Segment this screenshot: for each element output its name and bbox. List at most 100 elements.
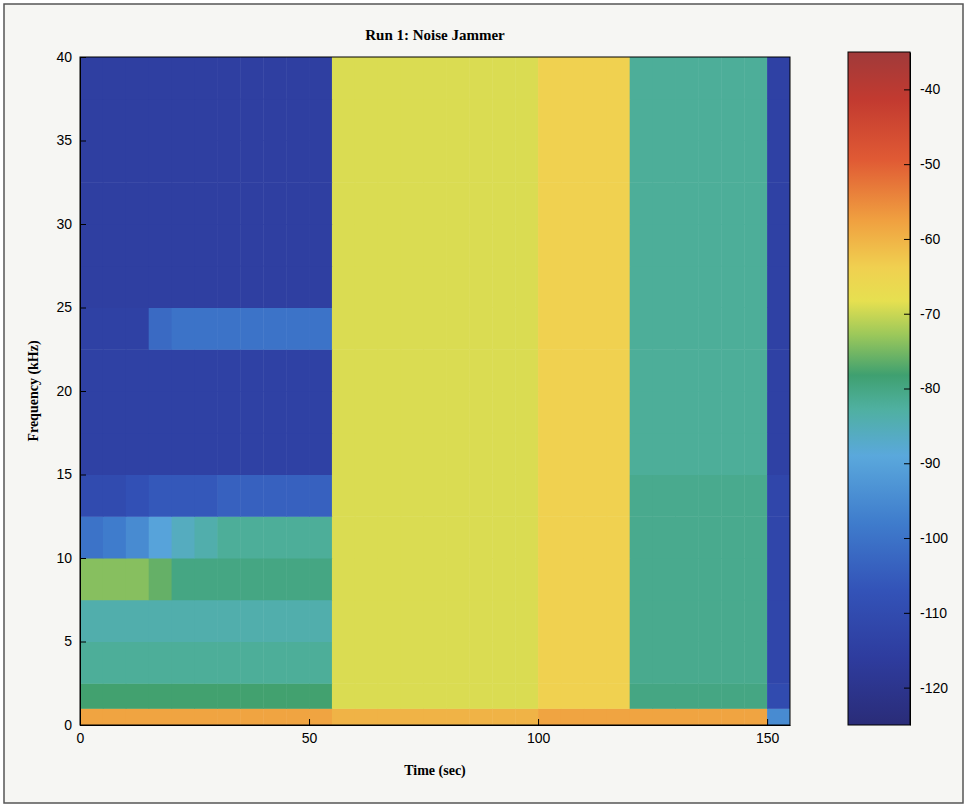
colorbar-tick: -80 xyxy=(904,380,940,396)
heatmap-cell xyxy=(767,708,790,725)
heatmap-cell xyxy=(515,642,538,684)
heatmap-cell xyxy=(103,308,126,350)
heatmap-cell xyxy=(332,182,355,224)
heatmap-cell xyxy=(355,600,378,642)
heatmap-cell xyxy=(103,391,126,433)
y-tick-label: 35 xyxy=(56,132,72,148)
heatmap-cell xyxy=(401,308,424,350)
heatmap-cell xyxy=(378,99,401,141)
heatmap-cell xyxy=(263,391,286,433)
heatmap-cell xyxy=(561,642,584,684)
heatmap-cell xyxy=(675,683,698,709)
heatmap-cell xyxy=(378,433,401,475)
heatmap-cell xyxy=(721,308,744,350)
y-tick-mark xyxy=(80,391,86,392)
heatmap-cell xyxy=(126,308,149,350)
heatmap-cell xyxy=(653,99,676,141)
heatmap-cell xyxy=(630,224,653,266)
heatmap-cell xyxy=(744,266,767,308)
y-tick-label: 30 xyxy=(56,216,72,232)
colorbar-tick: -110 xyxy=(904,605,947,621)
heatmap-cell xyxy=(584,600,607,642)
heatmap-cell xyxy=(80,683,103,709)
heatmap-cell xyxy=(309,433,332,475)
heatmap-cell xyxy=(217,308,240,350)
heatmap-cell xyxy=(126,642,149,684)
heatmap-cell xyxy=(675,433,698,475)
colorbar-tick-label: -40 xyxy=(920,81,940,97)
heatmap-cell xyxy=(515,308,538,350)
y-tick-mark xyxy=(80,642,86,643)
heatmap-cell xyxy=(630,683,653,709)
heatmap-cell xyxy=(355,558,378,600)
heatmap-cell xyxy=(172,57,195,99)
heatmap-cell xyxy=(584,475,607,517)
heatmap-cell xyxy=(172,683,195,709)
colorbar-tick-mark xyxy=(904,389,910,390)
heatmap-cell xyxy=(80,182,103,224)
heatmap-cell xyxy=(653,433,676,475)
heatmap-cell xyxy=(355,475,378,517)
heatmap-cell xyxy=(538,182,561,224)
heatmap-cell xyxy=(240,349,263,391)
heatmap-cell xyxy=(103,57,126,99)
heatmap-cell xyxy=(355,266,378,308)
heatmap-cell xyxy=(149,141,172,183)
heatmap-cell xyxy=(561,433,584,475)
heatmap-cell xyxy=(263,349,286,391)
heatmap-cell xyxy=(630,642,653,684)
heatmap-cell xyxy=(172,642,195,684)
x-axis-line xyxy=(81,725,791,726)
colorbar-tick-label: -120 xyxy=(920,680,948,696)
heatmap-cell xyxy=(767,683,790,709)
heatmap-cell xyxy=(401,600,424,642)
heatmap-cell xyxy=(538,57,561,99)
heatmap-cell xyxy=(630,708,653,725)
heatmap-cell xyxy=(286,391,309,433)
heatmap-cell xyxy=(103,349,126,391)
heatmap-cell xyxy=(469,266,492,308)
heatmap-cell xyxy=(721,600,744,642)
heatmap-cell xyxy=(401,99,424,141)
heatmap-cell xyxy=(744,708,767,725)
colorbar xyxy=(848,52,910,725)
heatmap-cell xyxy=(126,349,149,391)
heatmap-cell xyxy=(698,349,721,391)
heatmap-cell xyxy=(401,683,424,709)
heatmap-cell xyxy=(721,391,744,433)
y-tick-label: 15 xyxy=(56,466,72,482)
heatmap-cell xyxy=(653,224,676,266)
heatmap-cell xyxy=(355,182,378,224)
heatmap-cell xyxy=(240,391,263,433)
heatmap-cell xyxy=(698,708,721,725)
heatmap-cell xyxy=(653,391,676,433)
heatmap-cell xyxy=(584,349,607,391)
heatmap-cell xyxy=(263,475,286,517)
heatmap-cell xyxy=(424,708,447,725)
heatmap-cell xyxy=(767,141,790,183)
heatmap-cell xyxy=(607,308,630,350)
heatmap-cell xyxy=(630,433,653,475)
heatmap-cell xyxy=(607,99,630,141)
heatmap-cell xyxy=(195,99,218,141)
heatmap-cell xyxy=(515,182,538,224)
heatmap-cell xyxy=(675,600,698,642)
heatmap-cell xyxy=(561,141,584,183)
heatmap-cell xyxy=(515,516,538,558)
heatmap-cell xyxy=(263,224,286,266)
heatmap-cell xyxy=(767,558,790,600)
heatmap-cell xyxy=(767,475,790,517)
heatmap-cell xyxy=(538,308,561,350)
heatmap-cell xyxy=(492,475,515,517)
heatmap-cell xyxy=(309,558,332,600)
heatmap-cell xyxy=(446,266,469,308)
heatmap-cell xyxy=(675,57,698,99)
heatmap-cell xyxy=(492,308,515,350)
colorbar-tick: -70 xyxy=(904,306,940,322)
heatmap-cell xyxy=(721,224,744,266)
heatmap-cell xyxy=(149,224,172,266)
heatmap-cell xyxy=(767,182,790,224)
heatmap-cell xyxy=(80,266,103,308)
heatmap-cell xyxy=(698,308,721,350)
heatmap-cell xyxy=(424,600,447,642)
